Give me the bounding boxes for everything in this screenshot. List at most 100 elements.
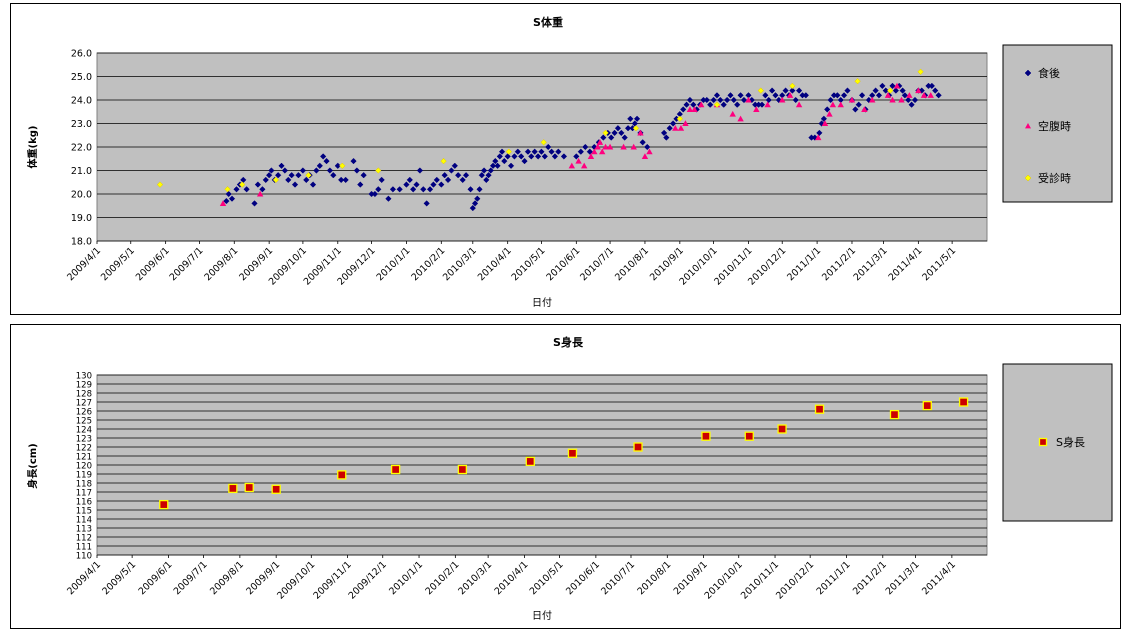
data-point xyxy=(737,115,744,122)
data-point xyxy=(905,96,912,104)
x-tick-label: 2009/10/1 xyxy=(275,559,317,601)
data-point xyxy=(630,143,637,150)
data-point xyxy=(637,129,644,136)
data-point xyxy=(467,186,474,193)
data-point xyxy=(278,162,285,169)
data-point xyxy=(639,139,646,146)
data-point xyxy=(403,181,410,188)
data-point xyxy=(531,148,538,155)
data-point xyxy=(680,106,687,113)
data-point xyxy=(440,157,447,165)
data-point xyxy=(455,172,462,179)
data-point xyxy=(545,143,552,151)
data-point xyxy=(224,186,231,193)
data-point xyxy=(219,200,227,206)
data-point xyxy=(451,162,458,169)
data-point xyxy=(703,96,710,104)
y-tick-label: 21.0 xyxy=(71,166,92,177)
data-point xyxy=(339,162,346,169)
data-point xyxy=(717,96,724,104)
data-point xyxy=(633,115,641,122)
data-point xyxy=(295,172,302,179)
x-tick-label: 2010/5/1 xyxy=(510,245,548,283)
weight-x-axis-label: 日付 xyxy=(532,296,552,309)
data-point xyxy=(528,153,535,160)
data-point xyxy=(416,167,424,174)
data-point xyxy=(848,96,856,103)
x-tick-label: 2011/4/1 xyxy=(887,245,925,283)
data-point xyxy=(621,134,628,141)
data-point xyxy=(915,87,922,94)
data-point xyxy=(792,96,799,104)
weight-x-ticks: 2009/4/12009/5/12009/6/12009/7/12009/8/1… xyxy=(65,241,958,288)
data-point xyxy=(371,190,379,198)
data-point xyxy=(498,148,506,155)
data-point xyxy=(223,197,230,205)
data-point xyxy=(875,92,883,99)
data-point xyxy=(676,115,683,122)
x-tick-label: 2010/12/1 xyxy=(774,559,816,601)
data-point xyxy=(627,115,634,122)
data-point xyxy=(758,101,766,108)
data-point xyxy=(594,143,601,150)
data-point xyxy=(303,176,310,184)
y-tick-label: 114 xyxy=(76,516,92,526)
data-point xyxy=(672,125,679,131)
y-tick-label: 129 xyxy=(76,381,92,391)
data-point xyxy=(396,186,403,193)
data-point xyxy=(824,106,831,113)
data-point xyxy=(577,148,584,155)
y-tick-label: 126 xyxy=(76,408,92,418)
data-point xyxy=(555,148,562,155)
data-point xyxy=(858,92,866,99)
data-point xyxy=(568,162,576,169)
data-point xyxy=(350,157,357,165)
data-point xyxy=(727,92,734,99)
data-point xyxy=(462,172,470,179)
data-point xyxy=(872,87,879,94)
x-tick-label: 2009/8/1 xyxy=(208,559,246,597)
data-point xyxy=(430,181,437,188)
y-tick-label: 110 xyxy=(76,552,92,562)
data-point xyxy=(299,167,307,174)
y-tick-label: 113 xyxy=(76,525,92,535)
x-tick-label: 2010/6/1 xyxy=(544,245,582,283)
data-point xyxy=(713,101,721,108)
data-point xyxy=(334,162,341,169)
weight-marks xyxy=(156,68,942,212)
data-point xyxy=(259,186,266,193)
data-point xyxy=(524,148,532,155)
data-point xyxy=(474,195,481,202)
data-point xyxy=(598,148,606,155)
y-tick-label: 111 xyxy=(76,543,92,553)
data-point xyxy=(744,431,754,441)
data-point xyxy=(271,484,281,494)
data-point xyxy=(256,190,264,197)
x-tick-label: 2009/7/1 xyxy=(172,559,210,597)
y-tick-label: 26.0 xyxy=(71,49,92,60)
data-point xyxy=(837,101,844,108)
data-point xyxy=(378,176,385,184)
data-point xyxy=(507,162,515,169)
data-point xyxy=(815,134,822,141)
data-point xyxy=(884,92,892,98)
x-tick-label: 2009/7/1 xyxy=(168,245,206,283)
data-point xyxy=(840,92,848,99)
data-point xyxy=(251,200,258,207)
data-point xyxy=(821,120,829,127)
weight-y-axis-label: 体重(kg) xyxy=(26,126,39,169)
data-point xyxy=(901,92,909,99)
data-point xyxy=(889,96,896,103)
data-point xyxy=(820,115,828,122)
data-point xyxy=(764,101,771,108)
legend-marker xyxy=(1024,69,1032,77)
data-point xyxy=(892,87,900,94)
data-point xyxy=(765,96,772,104)
x-tick-label: 2011/3/1 xyxy=(852,245,890,283)
data-point xyxy=(487,167,494,174)
data-point xyxy=(644,143,651,151)
data-point xyxy=(471,200,479,207)
x-tick-label: 2011/1/1 xyxy=(785,245,823,283)
data-point xyxy=(928,82,936,90)
